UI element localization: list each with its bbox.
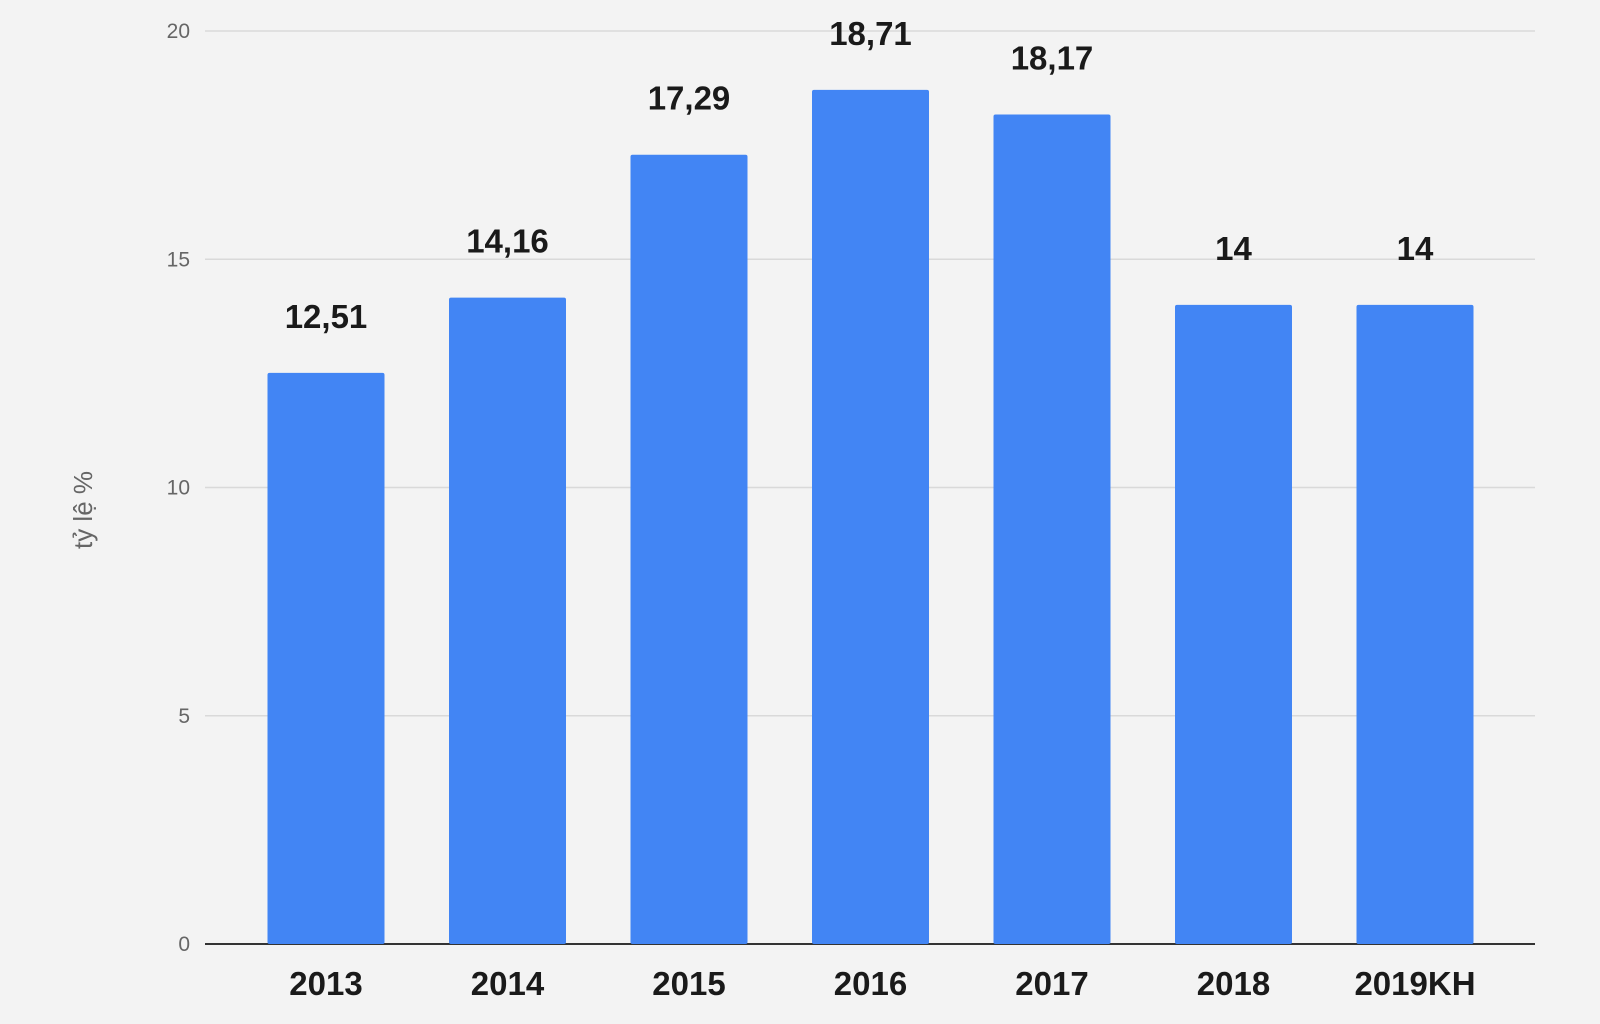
bar-2015 bbox=[630, 154, 748, 945]
data-label-2019KH: 14 bbox=[1397, 230, 1434, 267]
x-axis-ticks: 2013 2014 2015 2016 2017 2018 2019KH bbox=[289, 965, 1475, 1002]
data-label-2015: 17,29 bbox=[648, 80, 731, 117]
bars bbox=[267, 89, 1474, 945]
bar-2014 bbox=[449, 297, 566, 944]
data-label-2014: 14,16 bbox=[466, 223, 549, 260]
bar-2019KH bbox=[1356, 304, 1474, 944]
data-label-2013: 12,51 bbox=[285, 298, 368, 335]
bar-2017 bbox=[993, 114, 1111, 945]
x-tick-label-2016: 2016 bbox=[834, 965, 907, 1002]
x-tick-label-2015: 2015 bbox=[652, 965, 725, 1002]
data-label-2018: 14 bbox=[1215, 230, 1252, 267]
x-tick-label-2018: 2018 bbox=[1197, 965, 1270, 1002]
x-tick-label-2013: 2013 bbox=[289, 965, 362, 1002]
x-tick-label-2017: 2017 bbox=[1015, 965, 1088, 1002]
x-tick-label-2019KH: 2019KH bbox=[1354, 965, 1475, 1002]
y-axis-ticks: 0 5 10 15 20 bbox=[167, 20, 190, 956]
bar-2018 bbox=[1175, 304, 1292, 944]
data-label-2016: 18,71 bbox=[829, 15, 912, 52]
y-tick-label: 15 bbox=[167, 248, 190, 271]
y-tick-label: 20 bbox=[167, 20, 190, 43]
bar-2013 bbox=[267, 372, 385, 945]
y-tick-label: 0 bbox=[178, 933, 190, 956]
y-axis-label: tỷ lệ % bbox=[68, 471, 98, 549]
y-tick-label: 10 bbox=[167, 477, 190, 500]
bar-2016 bbox=[812, 89, 929, 945]
y-tick-label: 5 bbox=[178, 705, 190, 728]
data-label-2017: 18,17 bbox=[1011, 40, 1094, 77]
data-labels: 12,51 14,16 17,29 18,71 18,17 14 14 bbox=[285, 15, 1434, 335]
x-tick-label-2014: 2014 bbox=[471, 965, 545, 1002]
